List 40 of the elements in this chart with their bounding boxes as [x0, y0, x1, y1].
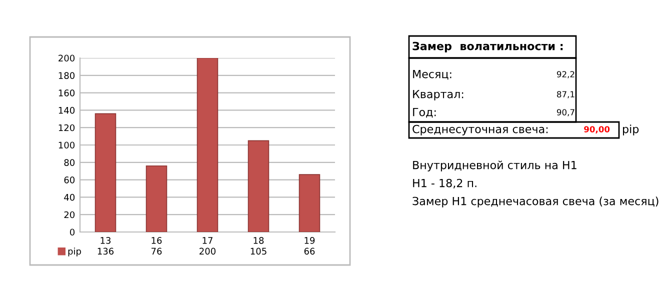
x-tick-label: 19 [304, 237, 315, 244]
text: Год: [413, 108, 436, 118]
text: Среднесуточная свеча: [412, 124, 548, 136]
text: H1 - 18,2 п. [413, 178, 476, 188]
data-label: 76 [151, 248, 162, 255]
bar [248, 140, 270, 232]
y-tick-label: 20 [64, 211, 75, 218]
y-tick-label: 40 [64, 194, 75, 201]
text: Квартал: [413, 90, 464, 100]
data-label: 136 [98, 248, 114, 255]
x-tick-label: 18 [254, 237, 264, 244]
y-tick-label: 120 [58, 124, 75, 132]
y-tick-label: 140 [58, 106, 75, 114]
y-tick-label: 180 [58, 72, 75, 79]
text: 90,7 [556, 109, 574, 116]
text: Замер H1 среднечасовая свеча (за месяц) [412, 196, 658, 208]
bar [298, 174, 320, 232]
text: Месяц: [413, 70, 452, 80]
data-label: 66 [304, 248, 315, 255]
text: 87,1 [557, 91, 574, 98]
bar [94, 113, 116, 232]
x-tick-label: 17 [202, 237, 212, 244]
bar [196, 58, 218, 232]
y-tick-label: 160 [58, 90, 75, 96]
x-tick-label: 13 [100, 237, 111, 244]
y-tick-label: 60 [64, 176, 75, 184]
data-label: 200 [200, 248, 216, 255]
data-label: 105 [250, 248, 266, 255]
y-tick-label: 0 [70, 228, 75, 236]
text: 92,2 [556, 71, 574, 78]
y-tick-label: 200 [58, 54, 75, 62]
y-tick-label: 80 [64, 159, 75, 166]
text: 90,00 [584, 126, 610, 134]
bar [146, 165, 168, 232]
text: pip [623, 124, 639, 136]
text: Замер волатильности : [412, 42, 563, 52]
legend-label: pip [68, 248, 81, 256]
text: Внутридневной стиль на H1 [413, 160, 576, 172]
x-tick-label: 16 [152, 237, 162, 244]
y-tick-label: 100 [58, 142, 75, 149]
